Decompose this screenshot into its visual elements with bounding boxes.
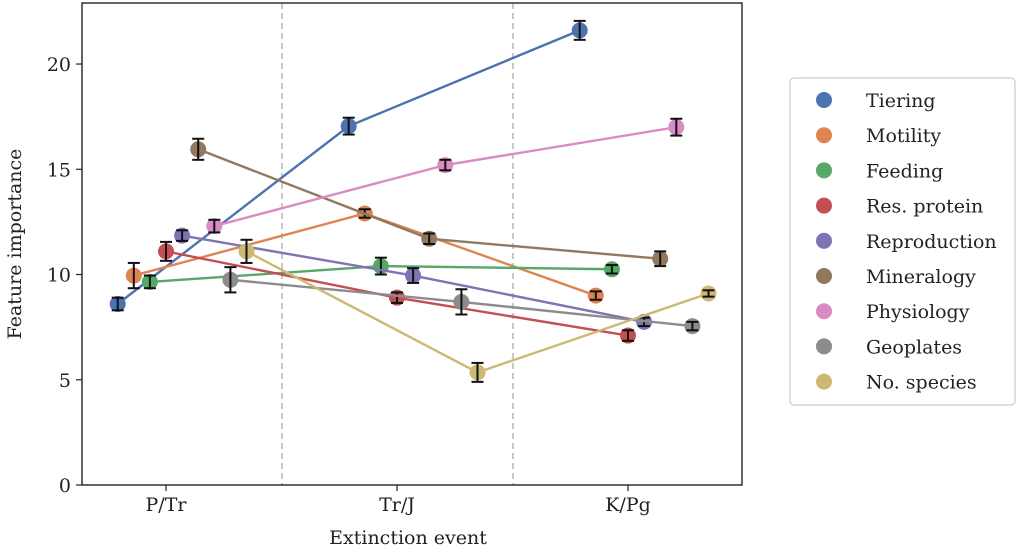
y-axis-label: Feature importance bbox=[4, 149, 26, 340]
series-line bbox=[133, 212, 597, 297]
series-motility bbox=[125, 205, 604, 304]
legend-label: Motility bbox=[866, 125, 941, 147]
series-reproduction bbox=[174, 227, 653, 330]
legend-marker bbox=[816, 92, 832, 108]
legend-marker bbox=[816, 197, 832, 214]
legend-marker bbox=[816, 127, 832, 144]
legend-marker bbox=[816, 338, 832, 355]
plot-frame bbox=[81, 2, 743, 486]
legend-label: Res. protein bbox=[866, 196, 983, 218]
series-physiology bbox=[206, 117, 685, 235]
x-tick-label: Tr/J bbox=[379, 494, 415, 516]
plot-area: 0 5 10 15 20 P/Tr Tr/J K/Pg bbox=[47, 2, 743, 516]
x-tick-label: P/Tr bbox=[146, 494, 188, 516]
legend-marker bbox=[816, 232, 832, 249]
y-tick-label: 15 bbox=[47, 159, 71, 181]
y-tick-label: 0 bbox=[59, 475, 71, 497]
x-tick-label: K/Pg bbox=[605, 494, 651, 516]
legend-marker bbox=[816, 162, 832, 179]
legend-marker bbox=[816, 303, 832, 320]
y-tick-label: 10 bbox=[47, 265, 71, 287]
legend-label: No. species bbox=[866, 372, 977, 394]
legend: Tiering Motility Feeding Res. protein Reprod… bbox=[789, 77, 1016, 406]
series-geoplates bbox=[222, 266, 701, 335]
series-line bbox=[116, 29, 581, 305]
legend-marker bbox=[816, 268, 832, 284]
series-mineralogy bbox=[190, 137, 669, 268]
legend-label: Reproduction bbox=[866, 231, 997, 253]
x-axis-label: Extinction event bbox=[329, 527, 487, 549]
series-tiering bbox=[109, 19, 588, 312]
y-tick-label: 5 bbox=[59, 370, 71, 392]
series-res-protein bbox=[158, 240, 636, 344]
legend-marker bbox=[816, 373, 832, 390]
legend-label: Physiology bbox=[866, 301, 970, 323]
legend-label: Feeding bbox=[866, 160, 943, 182]
legend-label: Tiering bbox=[866, 90, 936, 112]
legend-box bbox=[789, 77, 1016, 406]
legend-label: Geoplates bbox=[866, 336, 962, 358]
y-tick-label: 20 bbox=[47, 54, 71, 76]
series-feeding bbox=[141, 256, 620, 290]
series-no-species bbox=[238, 238, 717, 383]
legend-label: Mineralogy bbox=[866, 266, 976, 288]
